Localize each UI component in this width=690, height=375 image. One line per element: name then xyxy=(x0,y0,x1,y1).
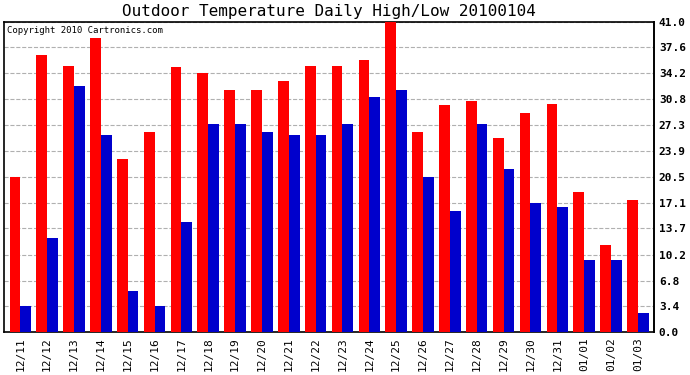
Bar xyxy=(20,306,31,332)
Bar xyxy=(262,132,273,332)
Text: Copyright 2010 Cartronics.com: Copyright 2010 Cartronics.com xyxy=(8,26,164,35)
Bar xyxy=(289,135,299,332)
Title: Outdoor Temperature Daily High/Low 20100104: Outdoor Temperature Daily High/Low 20100… xyxy=(122,4,536,19)
Bar xyxy=(450,211,461,332)
Bar xyxy=(520,112,531,332)
Bar xyxy=(144,132,155,332)
Bar xyxy=(90,38,101,332)
Bar xyxy=(493,138,504,332)
Bar xyxy=(342,124,353,332)
Bar xyxy=(197,73,208,332)
Bar xyxy=(128,291,139,332)
Bar xyxy=(181,222,192,332)
Bar xyxy=(386,22,396,332)
Bar xyxy=(155,306,166,332)
Bar xyxy=(10,177,20,332)
Bar xyxy=(315,135,326,332)
Bar xyxy=(413,132,423,332)
Bar xyxy=(101,135,112,332)
Bar xyxy=(546,104,558,332)
Bar xyxy=(208,124,219,332)
Bar xyxy=(423,177,434,332)
Bar xyxy=(466,101,477,332)
Bar xyxy=(611,260,622,332)
Bar xyxy=(305,66,315,332)
Bar xyxy=(504,170,514,332)
Bar xyxy=(531,204,541,332)
Bar xyxy=(396,90,407,332)
Bar xyxy=(369,98,380,332)
Bar xyxy=(439,105,450,332)
Bar xyxy=(600,245,611,332)
Bar xyxy=(332,66,342,332)
Bar xyxy=(359,60,369,332)
Bar xyxy=(627,200,638,332)
Bar xyxy=(558,207,568,332)
Bar xyxy=(638,313,649,332)
Bar xyxy=(170,67,181,332)
Bar xyxy=(584,260,595,332)
Bar xyxy=(47,237,58,332)
Bar xyxy=(278,81,289,332)
Bar xyxy=(235,124,246,332)
Bar xyxy=(477,124,488,332)
Bar xyxy=(74,86,85,332)
Bar xyxy=(224,90,235,332)
Bar xyxy=(251,90,262,332)
Bar xyxy=(37,55,47,332)
Bar xyxy=(573,192,584,332)
Bar xyxy=(117,159,128,332)
Bar xyxy=(63,66,74,332)
